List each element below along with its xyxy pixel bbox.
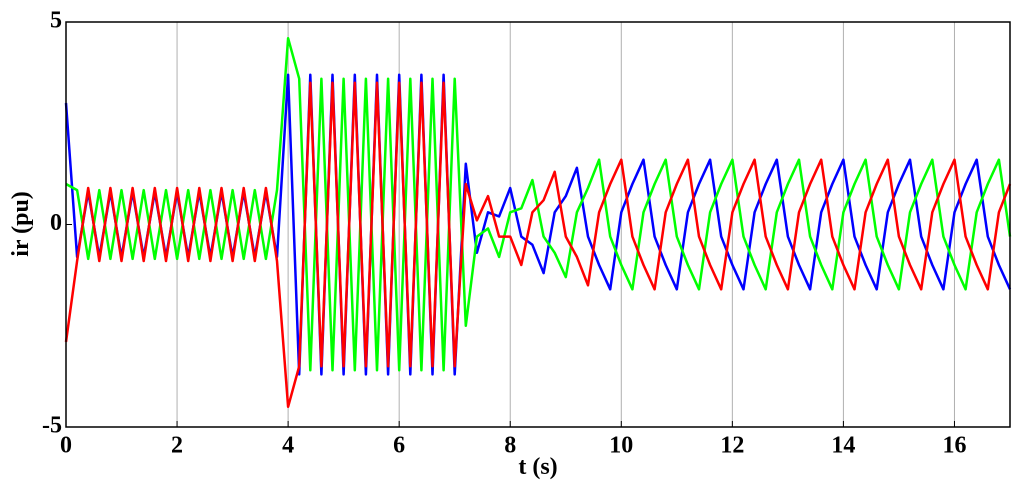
y-tick-label: 5 xyxy=(50,8,62,34)
x-tick-label: 10 xyxy=(609,433,633,459)
grid xyxy=(65,22,955,427)
y-tick-label: 0 xyxy=(50,210,62,236)
plot-lines xyxy=(64,36,1012,409)
x-axis-label: t (s) xyxy=(518,454,557,480)
x-tick-label: 16 xyxy=(942,433,966,459)
y-tick-label: -5 xyxy=(42,413,62,439)
x-tick-label: 2 xyxy=(171,433,183,459)
plot-frame xyxy=(65,21,1011,428)
x-tick-label: 6 xyxy=(393,433,405,459)
series-line xyxy=(64,73,1012,376)
x-tick-label: 8 xyxy=(504,433,516,459)
x-tick-label: 14 xyxy=(831,433,855,459)
series-line xyxy=(64,81,1012,409)
y-axis-label: ir (pu) xyxy=(8,191,34,257)
x-tick-label: 12 xyxy=(720,433,744,459)
series-line xyxy=(65,36,1012,372)
x-tick-label: 0 xyxy=(60,433,72,459)
x-tick-label: 4 xyxy=(282,433,294,459)
ticks: 0 2 4 6 8 10 12 14 16-505 xyxy=(42,8,966,459)
